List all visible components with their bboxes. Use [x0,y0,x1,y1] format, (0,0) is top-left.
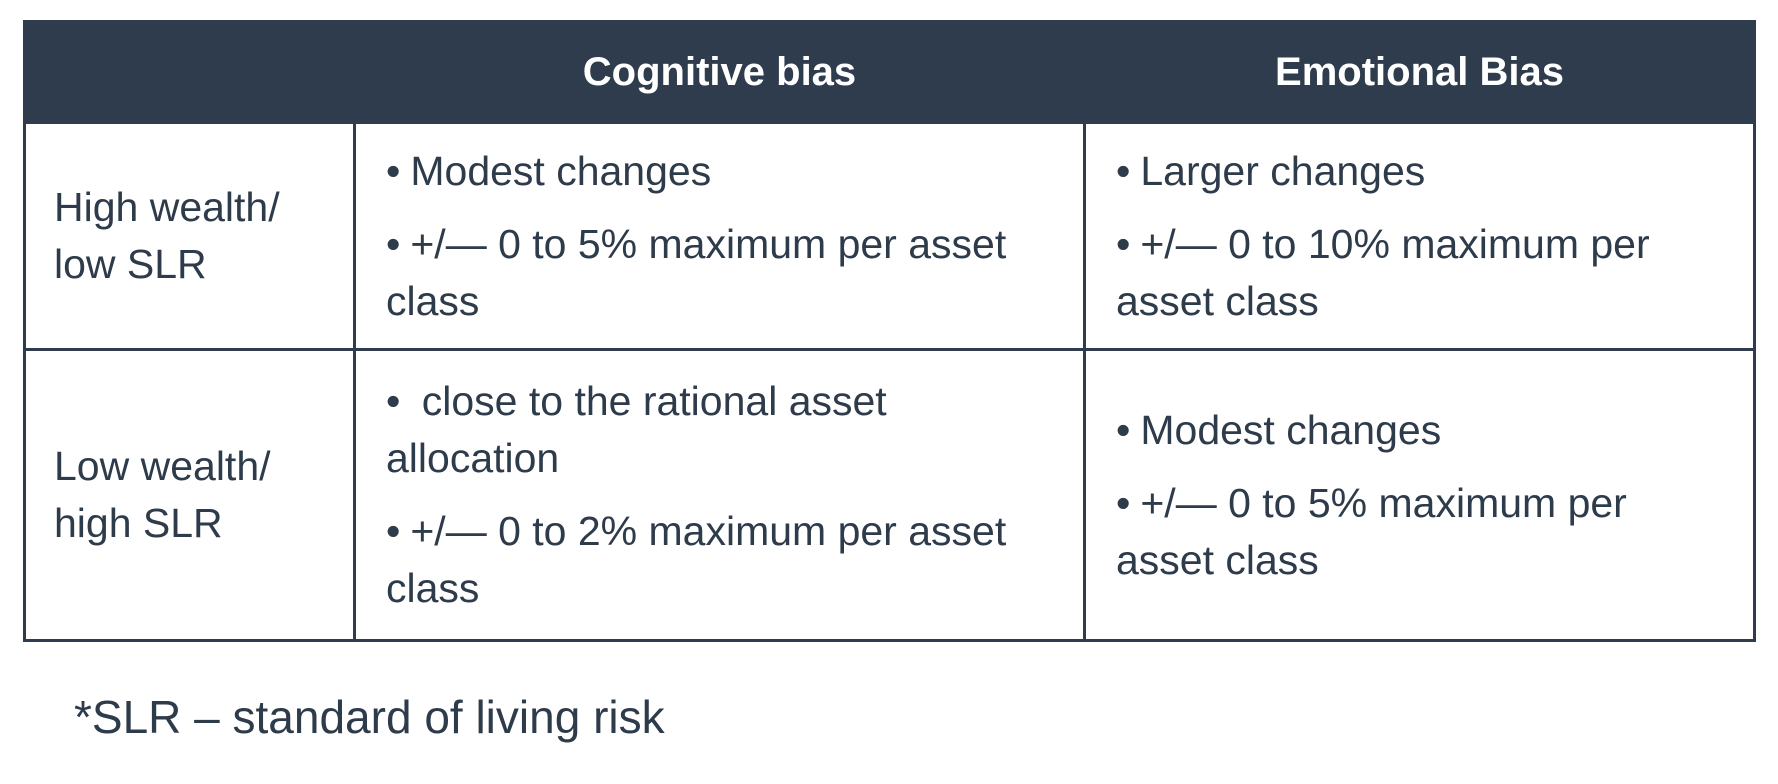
header-empty-cell [23,20,356,124]
bullet-glyph: • [1116,147,1131,194]
row-label-line: High wealth/ [54,184,280,230]
bullet-list: • close to the rational asset allocation… [386,373,1063,617]
list-item-text: +/— 0 to 2% maximum per asset class [386,508,1007,611]
row-label-high-wealth: High wealth/ low SLR [23,121,356,351]
list-item: • +/— 0 to 5% maximum per asset class [1116,475,1733,589]
list-item-text: +/— 0 to 5% maximum per asset class [1116,479,1627,583]
bullet-glyph: • [386,378,401,424]
row-label-line: high SLR [54,500,223,546]
list-item-text: Larger changes [1140,147,1426,194]
cell-high-wealth-cognitive: • Modest changes • +/— 0 to 5% maximum per… [353,121,1086,351]
bullet-glyph: • [1116,220,1131,267]
list-item: • +/— 0 to 2% maximum per asset class [386,503,1063,617]
list-item: • close to the rational asset allocation [386,373,1063,487]
bullet-glyph: • [386,508,401,554]
bullet-glyph: • [1116,479,1131,526]
cell-low-wealth-emotional: • Modest changes • +/— 0 to 5% maximum per… [1083,348,1756,642]
header-emotional-bias: Emotional Bias [1083,20,1756,124]
cell-low-wealth-cognitive: • close to the rational asset allocation… [353,348,1086,642]
bullet-glyph: • [1116,406,1131,453]
bullet-glyph: • [386,220,401,267]
list-item: • Modest changes [1116,402,1733,459]
list-item: • +/— 0 to 10% maximum per asset class [1116,216,1733,330]
table-row-high-wealth: High wealth/ low SLR • Modest changes • +/… [23,121,1756,351]
list-item-text: close to the rational asset allocation [386,378,887,481]
bias-comparison-table: Cognitive bias Emotional Bias High wealt… [23,20,1756,642]
bullet-glyph: • [386,147,401,194]
bullet-list: • Larger changes • +/— 0 to 10% maximum pe… [1116,143,1733,330]
list-item-text: Modest changes [410,147,712,194]
footnote: *SLR – standard of living risk [74,691,665,743]
table-row-low-wealth: Low wealth/ high SLR • close to the rati… [23,348,1756,642]
bullet-list: • Modest changes • +/— 0 to 5% maximum per… [1116,402,1733,589]
list-item-text: Modest changes [1140,406,1442,453]
bullet-list: • Modest changes • +/— 0 to 5% maximum per… [386,143,1063,330]
row-label-line: Low wealth/ [54,443,271,489]
cell-high-wealth-emotional: • Larger changes • +/— 0 to 10% maximum pe… [1083,121,1756,351]
list-item: • +/— 0 to 5% maximum per asset class [386,216,1063,330]
header-cognitive-bias: Cognitive bias [353,20,1086,124]
list-item: • Larger changes [1116,143,1733,200]
table-header-row: Cognitive bias Emotional Bias [23,20,1756,124]
row-label-low-wealth: Low wealth/ high SLR [23,348,356,642]
list-item: • Modest changes [386,143,1063,200]
list-item-text: +/— 0 to 5% maximum per asset class [386,220,1007,324]
row-label-line: low SLR [54,241,207,287]
list-item-text: +/— 0 to 10% maximum per asset class [1116,220,1650,324]
